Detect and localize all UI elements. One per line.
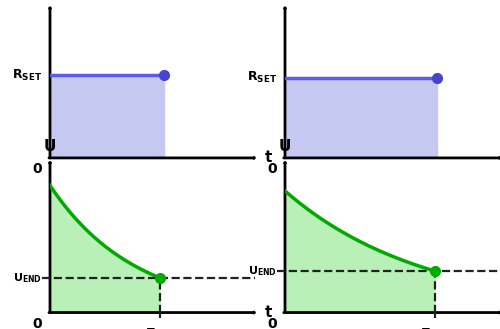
Text: $\mathbf{R}_{\mathbf{SET}}$: $\mathbf{R}_{\mathbf{SET}}$ [12, 67, 42, 83]
Polygon shape [285, 191, 435, 313]
Text: $\mathbf{U}_{\mathbf{END}}$: $\mathbf{U}_{\mathbf{END}}$ [14, 271, 42, 285]
Text: 0: 0 [33, 162, 42, 176]
Text: t: t [264, 305, 272, 320]
Text: $\mathbf{T}_{\mathbf{END}}$: $\mathbf{T}_{\mathbf{END}}$ [421, 326, 449, 329]
Text: t: t [264, 150, 272, 165]
Text: 0: 0 [33, 317, 42, 329]
Text: 0: 0 [268, 317, 277, 329]
Text: $\mathbf{T}_{\mathbf{END}}$: $\mathbf{T}_{\mathbf{END}}$ [146, 326, 174, 329]
Text: U: U [279, 139, 291, 154]
Text: $\mathbf{U}_{\mathbf{END}}$: $\mathbf{U}_{\mathbf{END}}$ [248, 264, 277, 278]
Text: $\mathbf{R}_{\mathbf{SET}}$: $\mathbf{R}_{\mathbf{SET}}$ [247, 70, 277, 85]
Text: 0: 0 [268, 162, 277, 176]
Text: U: U [44, 139, 56, 154]
Polygon shape [50, 186, 160, 313]
